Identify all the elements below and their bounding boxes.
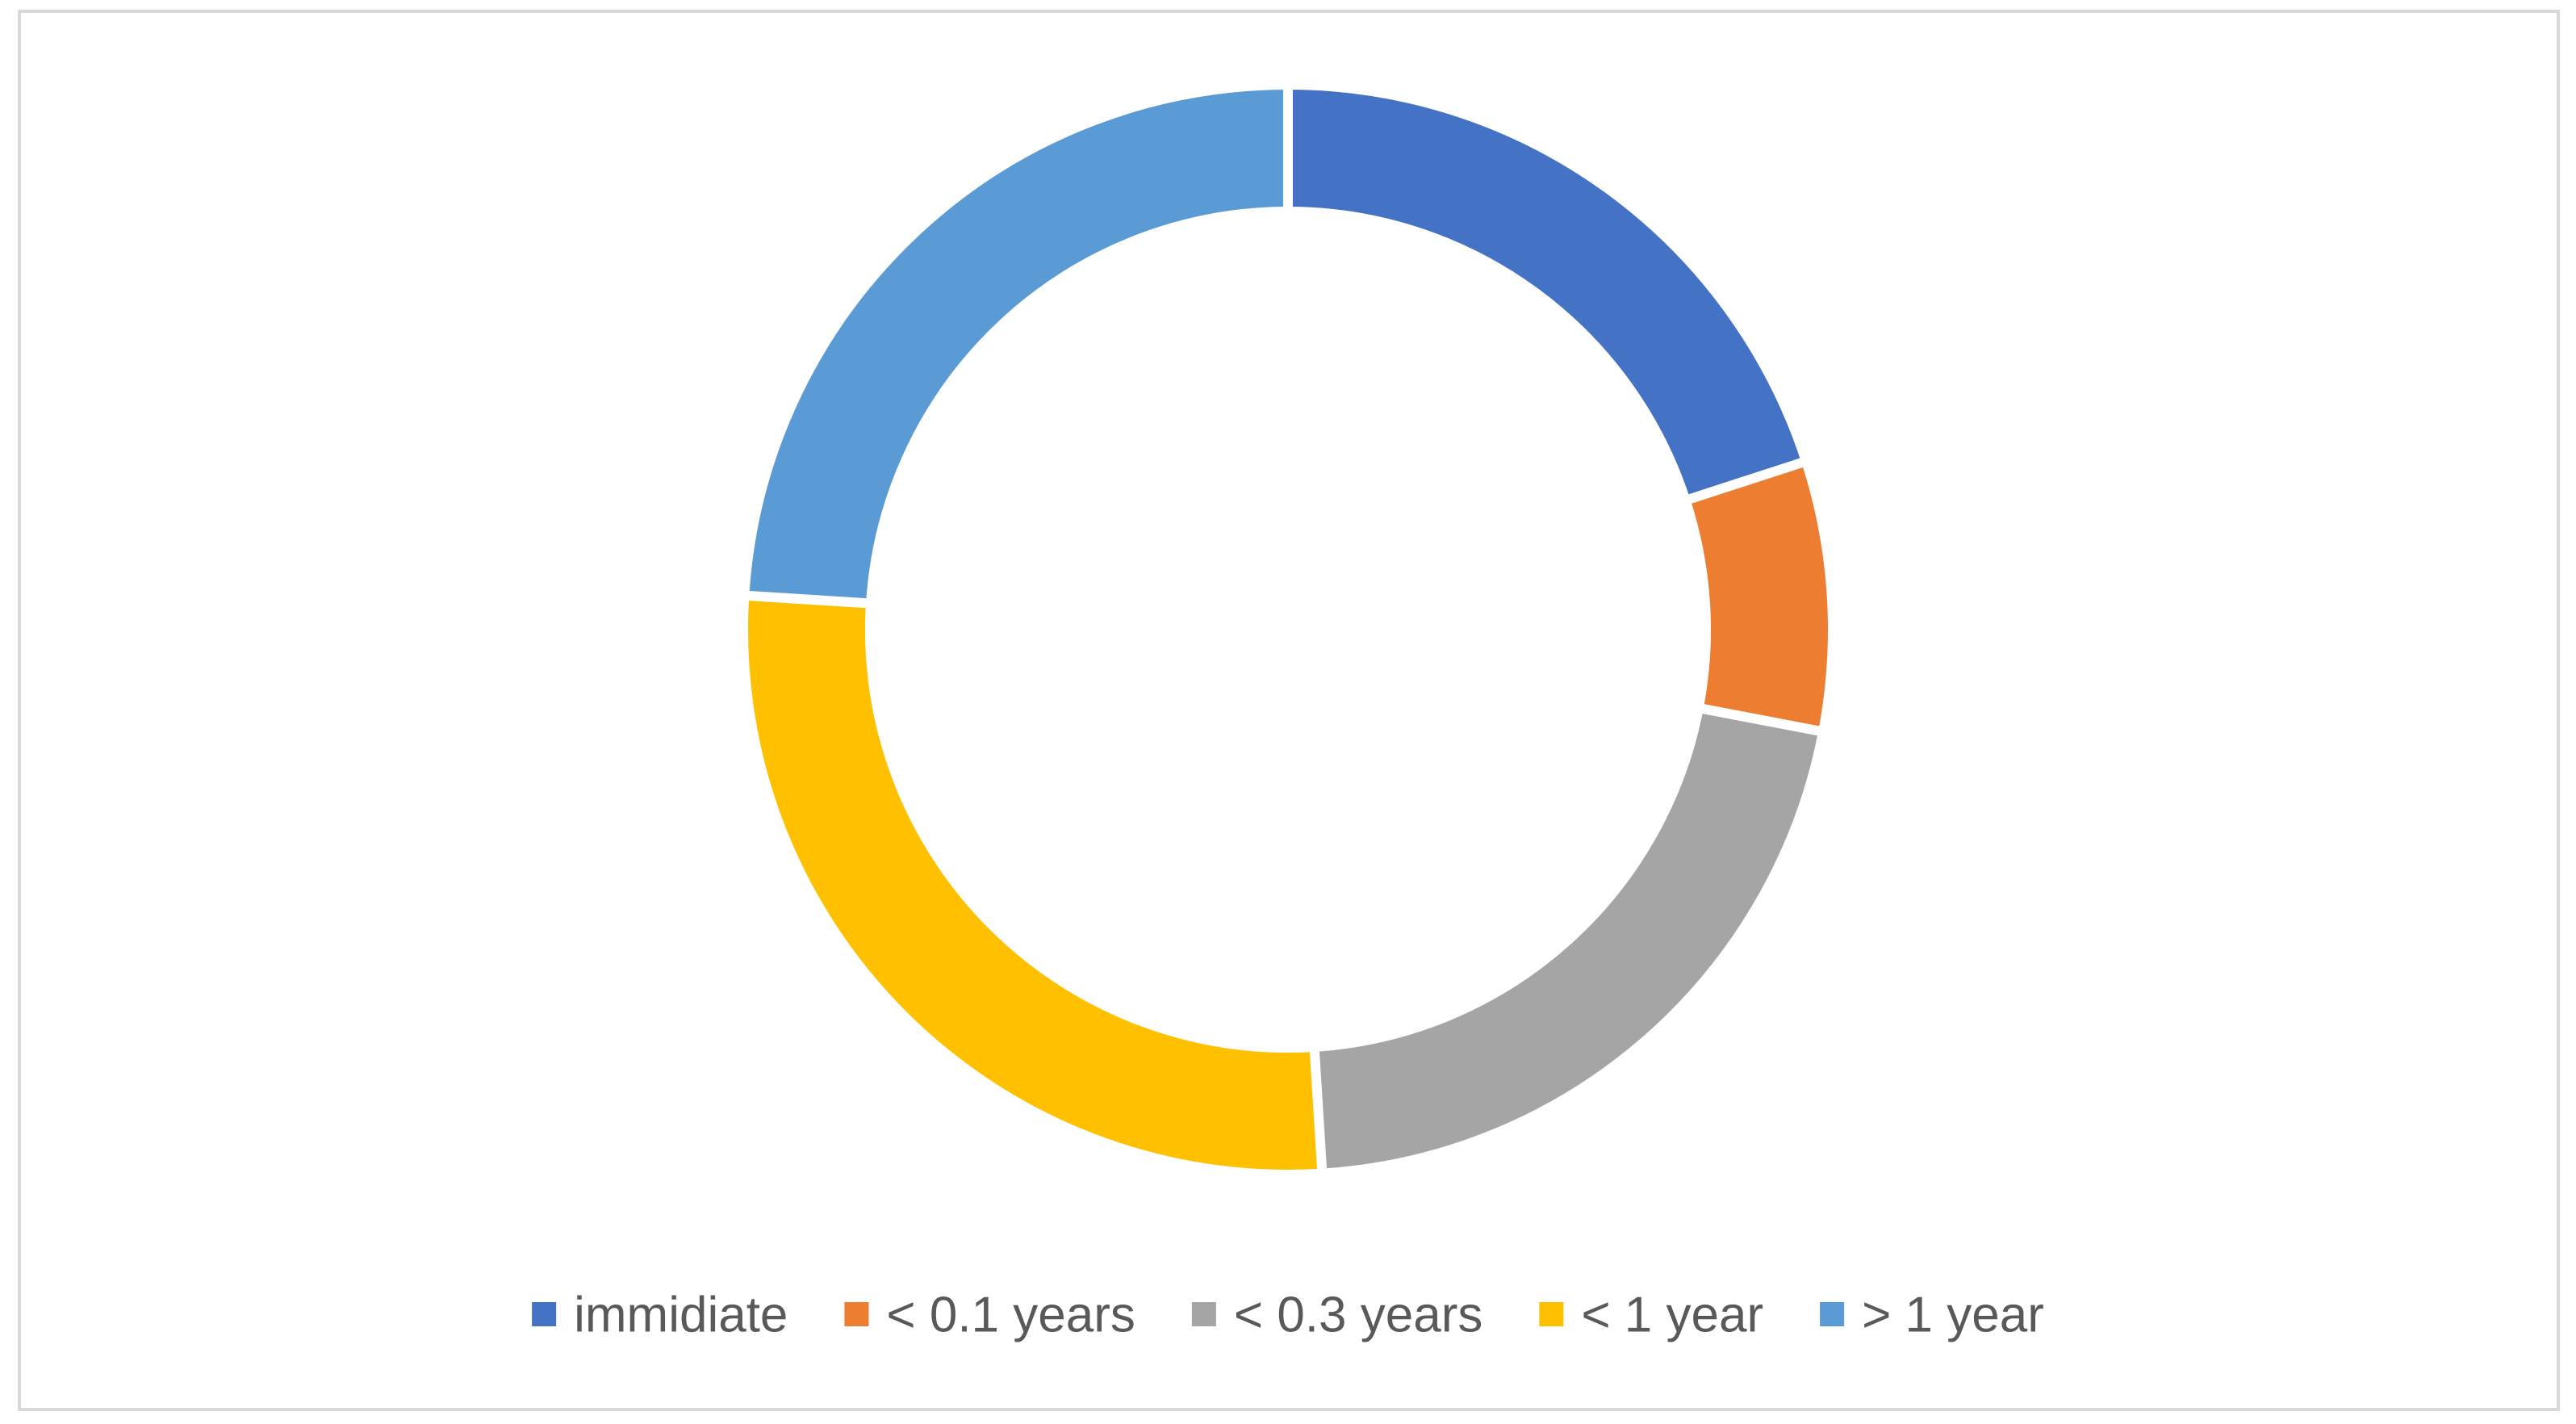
legend-label: immidiate [574, 1288, 788, 1343]
chart-slices [738, 79, 1838, 1180]
legend-label: < 0.1 years [886, 1288, 1135, 1343]
doughnut-slice-4 [738, 79, 1293, 609]
doughnut-slice-3 [738, 590, 1328, 1180]
legend-swatch [1191, 1302, 1216, 1326]
legend-label: < 1 year [1581, 1288, 1763, 1343]
doughnut-slice-2 [1309, 702, 1830, 1179]
legend-label: > 1 year [1862, 1288, 2044, 1343]
doughnut-slice-0 [1283, 79, 1813, 507]
legend-swatch [1820, 1302, 1845, 1326]
legend-swatch [844, 1302, 869, 1326]
doughnut-slice-1 [1679, 454, 1838, 738]
chart-legend: immidiate < 0.1 years < 0.3 years < 1 year >… [532, 1288, 2044, 1343]
legend-swatch [532, 1302, 557, 1326]
legend-label: < 0.3 years [1234, 1288, 1482, 1343]
legend-swatch [1539, 1302, 1564, 1326]
